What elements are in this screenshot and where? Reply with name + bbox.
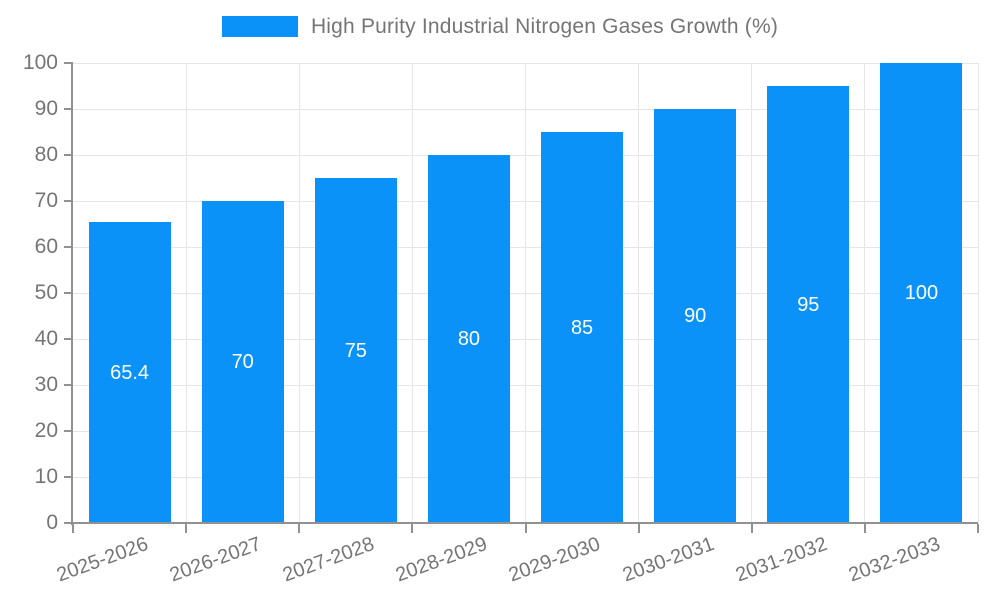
x-tick-label: 2027-2028: [279, 533, 378, 587]
bar[interactable]: [314, 178, 397, 523]
y-tick: [64, 522, 73, 524]
x-tick: [72, 524, 74, 533]
x-tick: [750, 524, 753, 533]
y-tick: [64, 246, 73, 248]
legend[interactable]: High Purity Industrial Nitrogen Gases Gr…: [0, 16, 1000, 37]
y-tick-label: 50: [34, 281, 58, 304]
x-grid-line: [411, 63, 413, 523]
y-tick-label: 90: [34, 97, 58, 120]
x-tick: [637, 524, 640, 533]
bar-value-label: 85: [570, 316, 594, 339]
x-tick: [298, 524, 301, 533]
y-tick-label: 100: [22, 51, 58, 74]
y-tick: [64, 384, 73, 386]
bar-value-label: 100: [904, 282, 939, 304]
x-tick-label: 2025-2026: [53, 533, 152, 587]
x-grid-line: [751, 63, 753, 523]
bar-value-label: 80: [457, 328, 481, 350]
x-tick: [524, 524, 527, 533]
bar[interactable]: [880, 63, 963, 523]
y-tick: [64, 476, 73, 478]
x-tick: [185, 524, 188, 533]
x-grid-line: [864, 63, 866, 523]
bar[interactable]: [654, 109, 737, 523]
bar-value-label: 90: [684, 305, 707, 327]
x-tick-label: 2029-2030: [506, 533, 604, 587]
x-tick: [411, 524, 414, 533]
y-tick: [64, 200, 73, 202]
bar-value-label: 65.4: [110, 361, 150, 384]
x-grid-line: [638, 63, 640, 523]
bar-value-label: 70: [231, 351, 254, 373]
x-tick: [863, 524, 866, 533]
y-tick: [64, 430, 73, 432]
bar[interactable]: [541, 132, 624, 523]
bar-value-label: 95: [797, 293, 820, 316]
y-tick-label: 10: [34, 465, 58, 488]
y-tick: [64, 62, 73, 64]
legend-label: High Purity Industrial Nitrogen Gases Gr…: [310, 15, 779, 38]
y-tick-label: 70: [34, 189, 58, 212]
x-tick-label: 2031-2032: [732, 533, 830, 587]
y-tick-label: 60: [34, 235, 58, 258]
y-tick-label: 40: [34, 327, 58, 350]
x-tick-label: 2028-2029: [393, 533, 491, 587]
y-axis-line: [71, 63, 73, 525]
bar-value-label: 75: [344, 339, 367, 362]
x-grid-line: [977, 63, 979, 523]
x-grid-line: [525, 63, 526, 523]
bar[interactable]: [427, 155, 510, 523]
y-tick-label: 20: [34, 419, 58, 442]
y-tick: [64, 338, 73, 340]
y-tick-label: 80: [34, 143, 58, 166]
legend-swatch: [221, 16, 298, 37]
y-tick-label: 0: [46, 511, 58, 534]
x-tick-label: 2030-2031: [619, 533, 717, 587]
x-tick-label: 2032-2033: [845, 533, 943, 587]
bar[interactable]: [88, 222, 171, 523]
y-tick: [64, 108, 73, 110]
y-tick: [64, 292, 73, 294]
bar[interactable]: [201, 201, 284, 523]
x-grid-line: [298, 63, 300, 523]
x-axis-line: [71, 522, 978, 524]
x-grid-line: [185, 63, 187, 523]
y-tick-label: 30: [34, 373, 58, 396]
x-tick-label: 2026-2027: [166, 533, 265, 587]
y-tick: [64, 154, 73, 156]
x-tick: [977, 524, 979, 533]
bar[interactable]: [767, 86, 850, 523]
